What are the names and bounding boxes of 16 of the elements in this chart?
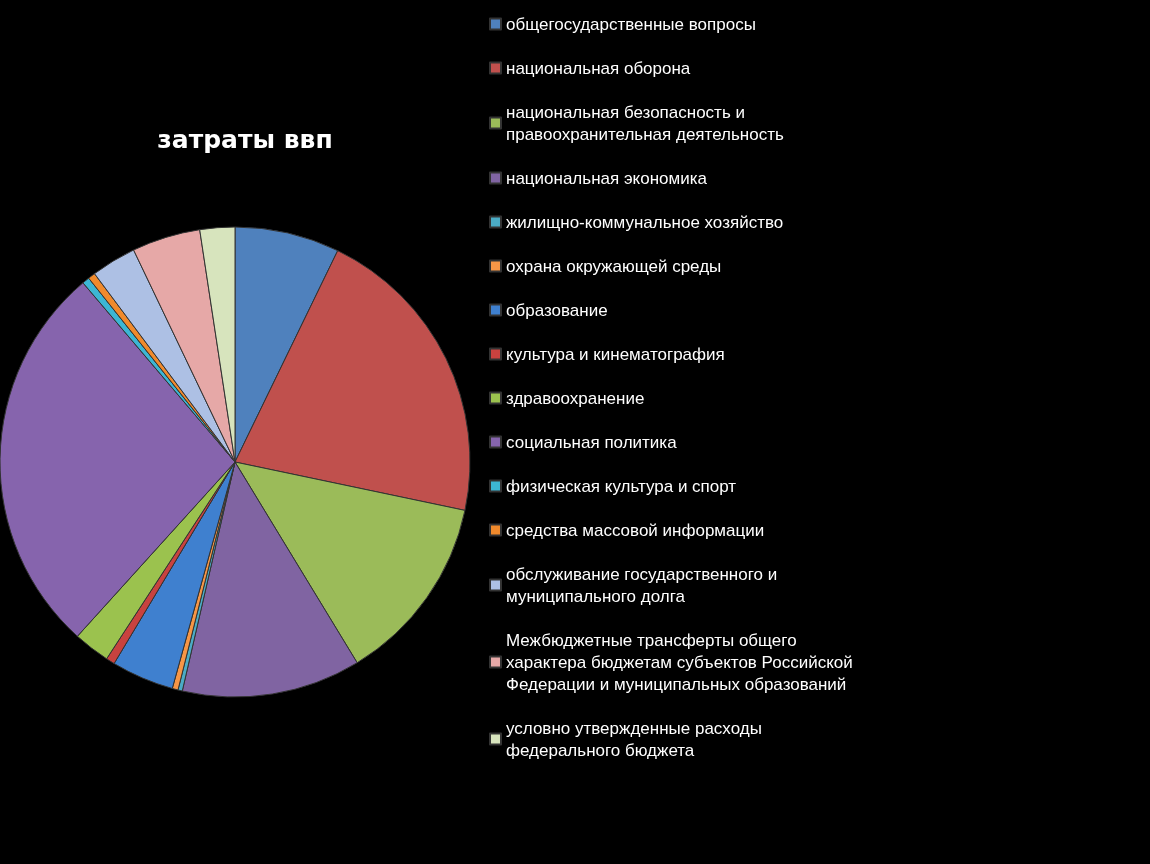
legend-label: жилищно-коммунальное хозяйство [506, 212, 784, 232]
legend-label: охрана окружающей среды [506, 256, 722, 276]
legend-label: Межбюджетные трансферты общего характера бюджетам субъектов Российской Федерации и муниципальных образований [506, 630, 858, 694]
legend-label: национальная оборона [506, 58, 691, 78]
legend-label: социальная политика [506, 432, 678, 452]
legend-label: национальная экономика [506, 168, 708, 188]
legend-label: национальная безопасность и правоохранительная деятельность [506, 102, 784, 144]
legend-label: условно утвержденные расходы федерального бюджета [506, 718, 767, 760]
legend-label: здравоохранение [506, 388, 645, 408]
legend-label: средства массовой информации [506, 520, 765, 540]
legend-label: общегосударственные вопросы [506, 14, 756, 34]
legend-label: образование [506, 300, 608, 320]
legend-label: физическая культура и спорт [506, 476, 737, 496]
text: затраты ввп [157, 125, 333, 154]
legend-label: обслуживание государственного и муниципального долга [506, 564, 782, 606]
legend-label: культура и кинематография [506, 344, 725, 364]
